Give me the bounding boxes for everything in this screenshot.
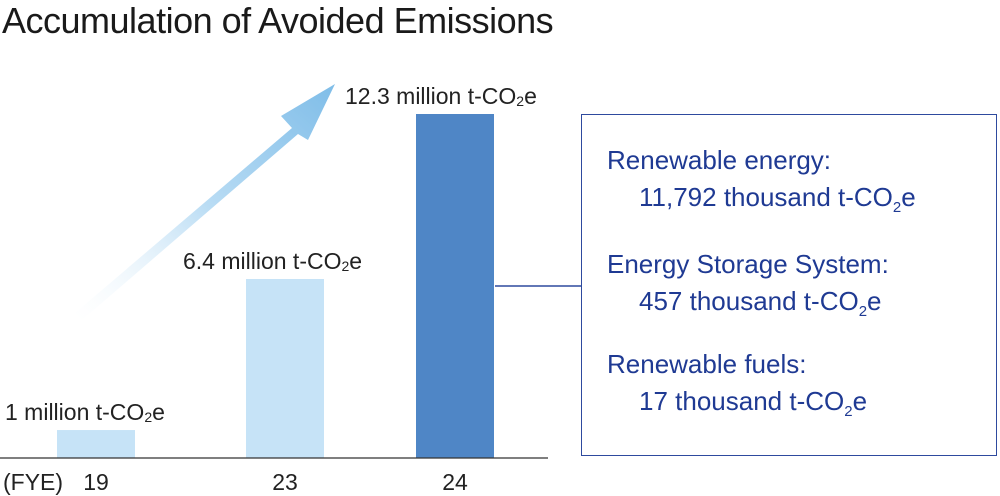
breakdown-value: 17 thousand t-CO2e xyxy=(639,386,868,421)
tick-label-23: 23 xyxy=(272,469,298,495)
data-label-23: 6.4 million t-CO2e xyxy=(183,248,362,274)
breakdown-box: Renewable energy: 11,792 thousand t-CO2e E… xyxy=(581,114,997,456)
breakdown-item: Renewable fuels: 17 thousand t-CO2e xyxy=(607,349,867,420)
tick-label-19: 19 xyxy=(83,469,109,495)
data-label-24: 12.3 million t-CO2e xyxy=(345,83,537,109)
breakdown-value: 457 thousand t-CO2e xyxy=(639,286,882,321)
growth-arrow-icon xyxy=(75,84,335,320)
bar-fye-24 xyxy=(416,114,494,458)
breakdown-value: 11,792 thousand t-CO2e xyxy=(639,182,916,217)
x-axis-label: (FYE) xyxy=(3,469,63,495)
bar-fye-19 xyxy=(57,430,135,458)
breakdown-item: Energy Storage System: 457 thousand t-CO2… xyxy=(607,249,889,320)
breakdown-label: Renewable fuels: xyxy=(607,349,807,379)
breakdown-label: Energy Storage System: xyxy=(607,249,889,279)
tick-label-24: 24 xyxy=(442,469,468,495)
breakdown-item: Renewable energy: 11,792 thousand t-CO2e xyxy=(607,145,916,216)
bar-fye-23 xyxy=(246,279,324,458)
chart-title: Accumulation of Avoided Emissions xyxy=(2,0,554,41)
data-label-19: 1 million t-CO2e xyxy=(5,399,165,425)
breakdown-label: Renewable energy: xyxy=(607,145,832,175)
